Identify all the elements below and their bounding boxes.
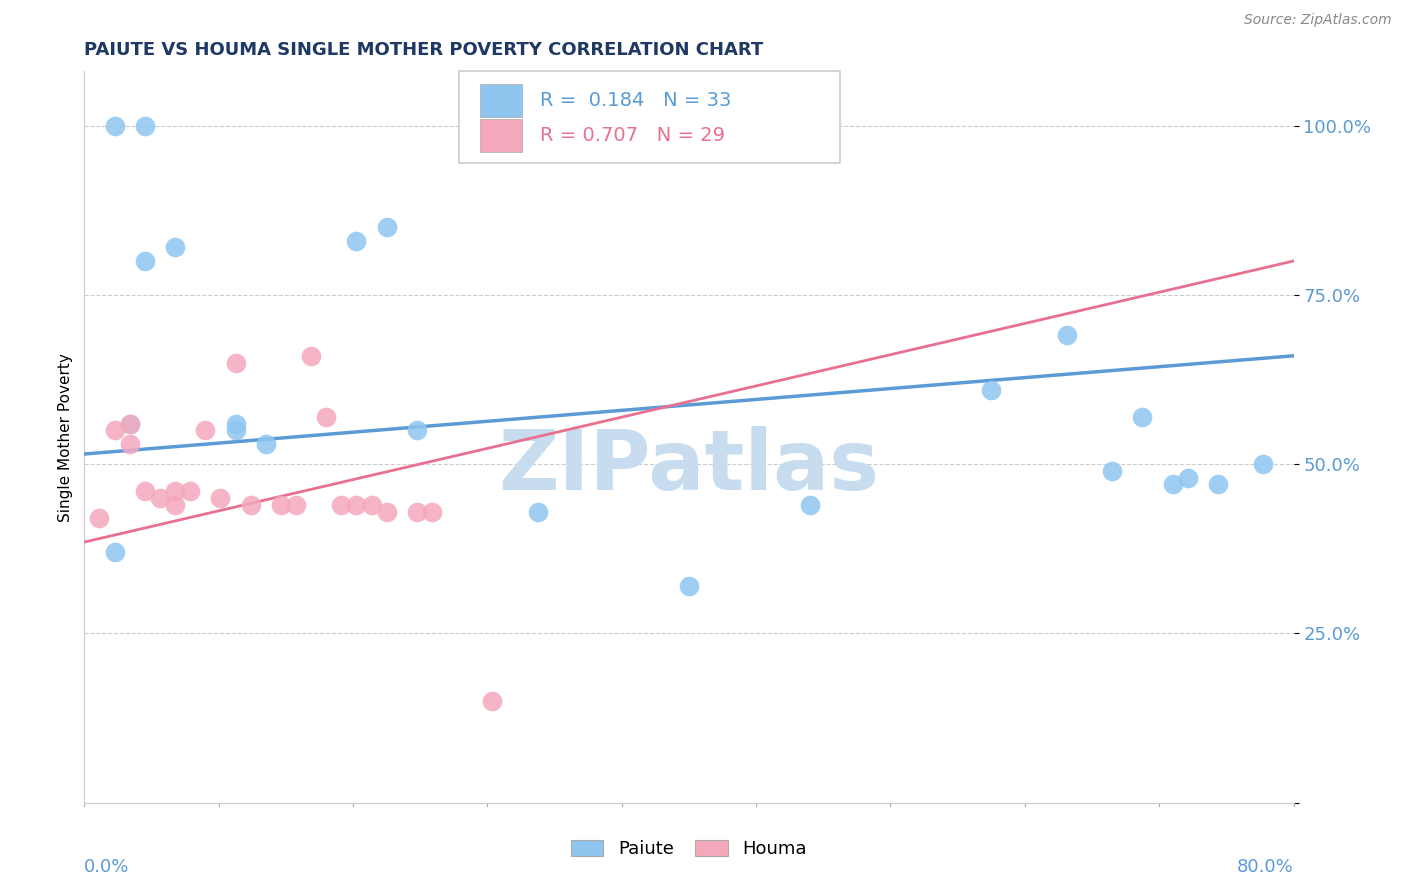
Point [118, 437, 141, 451]
Point [118, 417, 141, 431]
Point [420, 505, 443, 519]
Point [225, 355, 247, 369]
Point [179, 484, 201, 499]
Point [315, 409, 337, 424]
Text: 0.0%: 0.0% [84, 858, 129, 876]
Point [134, 119, 156, 133]
Point [165, 240, 187, 254]
FancyBboxPatch shape [460, 71, 841, 163]
Point [330, 498, 353, 512]
Text: ZIPatlas: ZIPatlas [499, 425, 879, 507]
Point [1206, 477, 1229, 491]
Point [299, 349, 322, 363]
Point [225, 417, 247, 431]
Text: R = 0.707   N = 29: R = 0.707 N = 29 [540, 126, 725, 145]
Point [104, 119, 127, 133]
Point [194, 423, 217, 437]
Point [225, 423, 247, 437]
Text: PAIUTE VS HOUMA SINGLE MOTHER POVERTY CORRELATION CHART: PAIUTE VS HOUMA SINGLE MOTHER POVERTY CO… [84, 41, 763, 59]
Point [1130, 409, 1153, 424]
Point [254, 437, 277, 451]
Point [165, 498, 187, 512]
Point [360, 498, 382, 512]
Point [270, 498, 292, 512]
Point [209, 491, 232, 505]
Point [239, 498, 262, 512]
Point [481, 694, 503, 708]
Point [980, 383, 1002, 397]
Text: Source: ZipAtlas.com: Source: ZipAtlas.com [1244, 13, 1392, 28]
Legend: Paiute, Houma: Paiute, Houma [562, 830, 815, 867]
Point [375, 220, 398, 235]
Point [527, 505, 550, 519]
Point [406, 423, 429, 437]
Point [406, 505, 429, 519]
Bar [479, 120, 522, 152]
Point [678, 579, 700, 593]
Point [1056, 328, 1078, 343]
Y-axis label: Single Mother Poverty: Single Mother Poverty [58, 352, 73, 522]
Text: 80.0%: 80.0% [1237, 858, 1294, 876]
Point [104, 423, 127, 437]
Point [104, 545, 127, 559]
Point [799, 498, 821, 512]
Point [165, 484, 187, 499]
Point [134, 254, 156, 268]
Point [1101, 464, 1123, 478]
Point [346, 234, 368, 248]
Point [118, 417, 141, 431]
Point [375, 505, 398, 519]
Point [89, 511, 111, 525]
Bar [479, 84, 522, 117]
Point [1253, 457, 1275, 471]
Point [346, 498, 368, 512]
Point [149, 491, 172, 505]
Point [285, 498, 308, 512]
Point [1177, 471, 1199, 485]
Text: R =  0.184   N = 33: R = 0.184 N = 33 [540, 91, 731, 110]
Point [1161, 477, 1184, 491]
Point [134, 484, 156, 499]
